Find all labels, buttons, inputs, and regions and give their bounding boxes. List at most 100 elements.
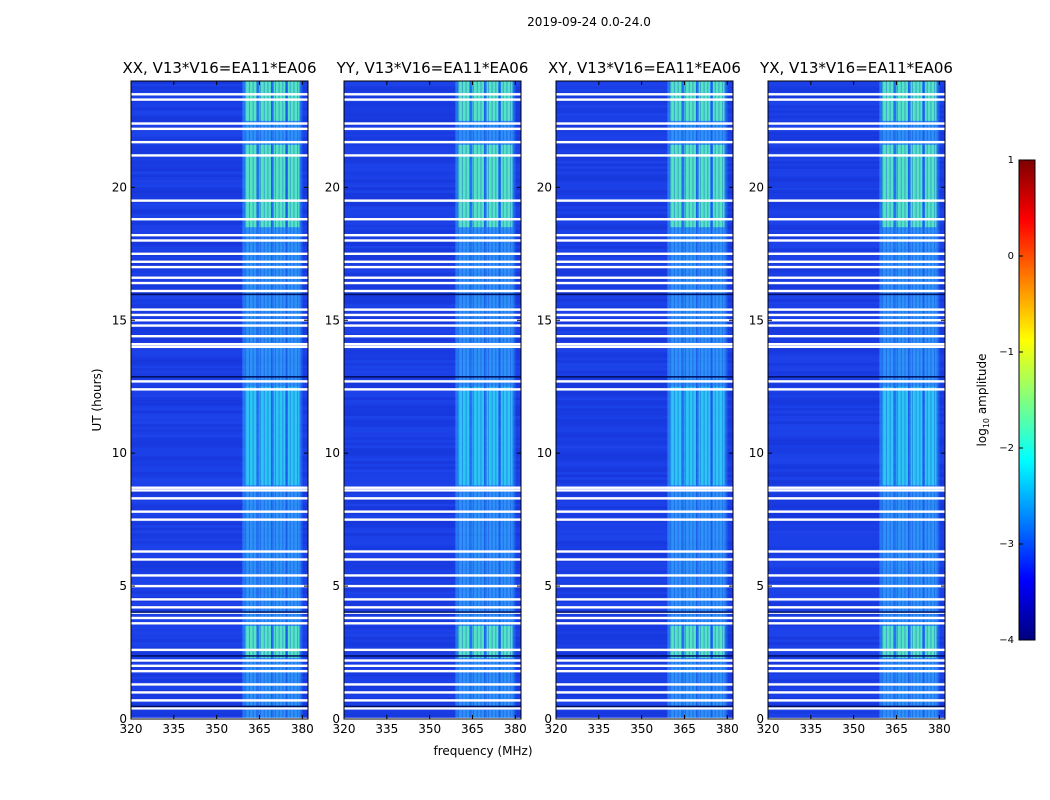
- flagged-line: [556, 518, 733, 521]
- noise-row: [768, 633, 945, 637]
- axes-frame: [555, 80, 734, 720]
- noise-row: [344, 463, 521, 467]
- y-tick-label: 5: [544, 579, 552, 593]
- noise-row: [768, 325, 945, 329]
- flagged-line: [556, 622, 733, 625]
- noise-row: [768, 205, 945, 209]
- flagged-line: [131, 324, 308, 327]
- y-tick-label: 5: [332, 579, 340, 593]
- noise-row: [556, 591, 733, 595]
- noise-row: [131, 641, 308, 645]
- noise-row: [556, 195, 733, 199]
- flagged-line: [344, 699, 521, 702]
- flagged-line: [768, 233, 945, 237]
- noise-row: [131, 607, 308, 611]
- axes-frame: [130, 80, 309, 720]
- noise-row: [768, 405, 945, 409]
- noise-row: [344, 328, 521, 332]
- noise-row: [556, 559, 733, 563]
- x-tick-label: 335: [587, 722, 610, 736]
- noise-row: [131, 535, 308, 539]
- noise-row: [768, 679, 945, 683]
- rfi-bright-block: [670, 625, 682, 658]
- noise-row: [768, 567, 945, 571]
- noise-row: [556, 203, 733, 207]
- noise-row: [556, 580, 733, 584]
- noise-row: [131, 455, 308, 459]
- noise-row: [768, 229, 945, 233]
- noise-row: [768, 511, 945, 515]
- noise-row: [768, 235, 945, 239]
- noise-row: [556, 660, 733, 664]
- noise-row: [131, 540, 308, 544]
- noise-row: [768, 88, 945, 92]
- noise-row: [768, 203, 945, 207]
- noise-row: [768, 461, 945, 465]
- noise-row: [344, 684, 521, 688]
- noise-row: [344, 695, 521, 699]
- noise-row: [131, 224, 308, 228]
- noise-row: [131, 458, 308, 462]
- noise-row: [556, 538, 733, 542]
- flagged-line: [131, 683, 308, 686]
- flagged-line: [344, 380, 521, 383]
- noise-row: [768, 543, 945, 547]
- noise-row: [556, 439, 733, 443]
- noise-row: [556, 336, 733, 340]
- noise-row: [768, 285, 945, 289]
- flagged-line: [344, 127, 521, 131]
- noise-row: [131, 594, 308, 598]
- noise-row: [344, 522, 521, 526]
- noise-row: [344, 498, 521, 502]
- noise-row: [344, 166, 521, 170]
- flagged-line: [344, 233, 521, 237]
- noise-row: [131, 81, 308, 84]
- flagged-line: [131, 598, 308, 601]
- noise-row: [768, 676, 945, 680]
- noise-row: [131, 362, 308, 366]
- noise-row: [344, 602, 521, 605]
- dark-row: [131, 655, 308, 657]
- dark-row: [768, 611, 945, 613]
- flagged-line: [344, 550, 521, 553]
- flagged-line: [131, 558, 308, 561]
- noise-row: [344, 429, 521, 433]
- noise-row: [768, 187, 945, 191]
- noise-row: [768, 503, 945, 507]
- noise-row: [131, 123, 308, 127]
- rfi-stripe: [722, 81, 724, 719]
- noise-row: [556, 179, 733, 183]
- noise-row: [131, 336, 308, 340]
- noise-row: [768, 458, 945, 462]
- y-tick-label: 20: [112, 180, 127, 194]
- noise-row: [131, 687, 308, 691]
- flagged-line: [131, 606, 308, 609]
- flagged-line: [768, 154, 945, 157]
- noise-row: [344, 477, 521, 481]
- dark-row: [344, 705, 521, 708]
- noise-row: [556, 296, 733, 300]
- rfi-stripe: [458, 81, 460, 719]
- rfi-stripe: [893, 81, 895, 719]
- noise-row: [131, 402, 308, 406]
- noise-row: [344, 410, 521, 414]
- noise-row: [556, 703, 733, 707]
- noise-row: [556, 431, 733, 435]
- noise-row: [344, 562, 521, 566]
- flagged-line: [768, 98, 945, 101]
- noise-row: [344, 623, 521, 627]
- rfi-bright-block: [713, 144, 725, 228]
- noise-row: [768, 493, 945, 496]
- x-tick-label: 365: [673, 722, 696, 736]
- noise-row: [556, 174, 733, 177]
- noise-row: [768, 570, 945, 574]
- y-tick-label: 10: [325, 446, 340, 460]
- panel-title: YY, V13*V16=EA11*EA06: [336, 59, 529, 77]
- noise-row: [556, 352, 733, 356]
- noise-row: [131, 519, 308, 523]
- noise-row: [768, 594, 945, 598]
- flagged-line: [556, 707, 733, 710]
- rfi-medium-block: [472, 386, 484, 486]
- noise-row: [768, 713, 945, 717]
- noise-row: [768, 535, 945, 539]
